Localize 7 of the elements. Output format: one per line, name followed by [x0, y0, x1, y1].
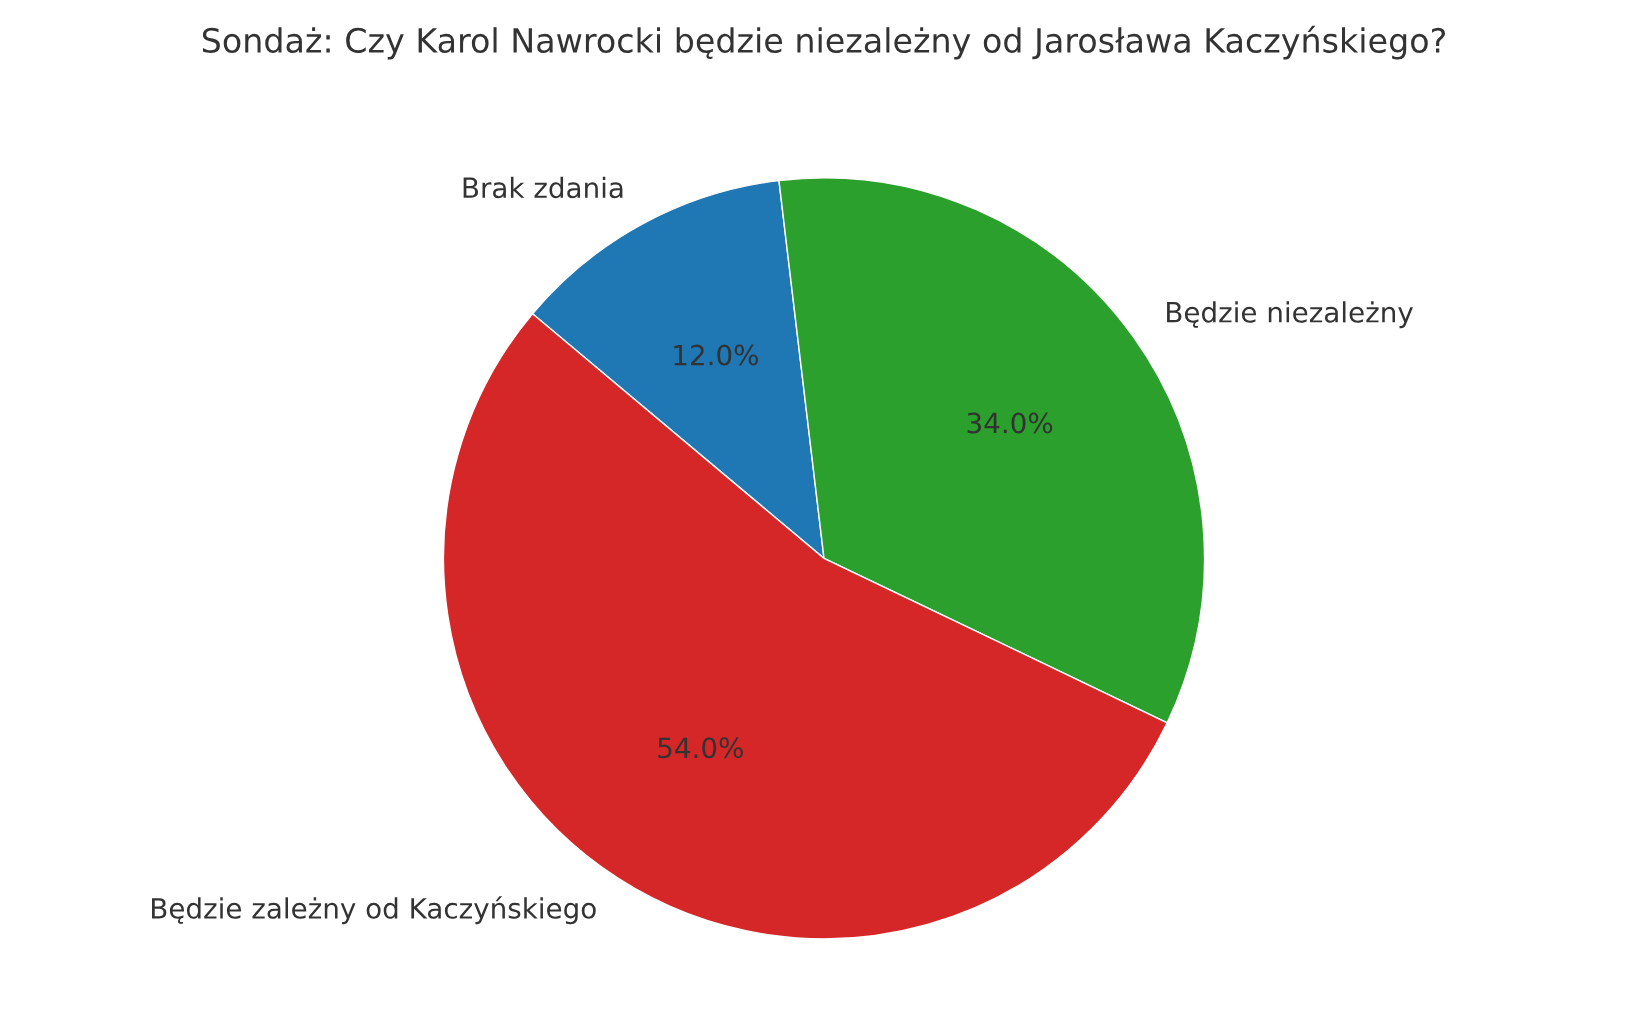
slice-label: Brak zdania	[463, 176, 623, 199]
data-label: 54.0%	[658, 737, 743, 759]
data-label: 12.0%	[674, 344, 758, 366]
slice-label: Będzie niezależny	[1167, 301, 1413, 329]
slice-label: Będzie zależny od Kaczyńskiego	[152, 896, 596, 925]
data-label: 34.0%	[967, 412, 1053, 434]
chart-title: Sondaż: Czy Karol Nawrocki będzie niezależny od Jarosława Kaczyńskiego?	[202, 25, 1445, 60]
